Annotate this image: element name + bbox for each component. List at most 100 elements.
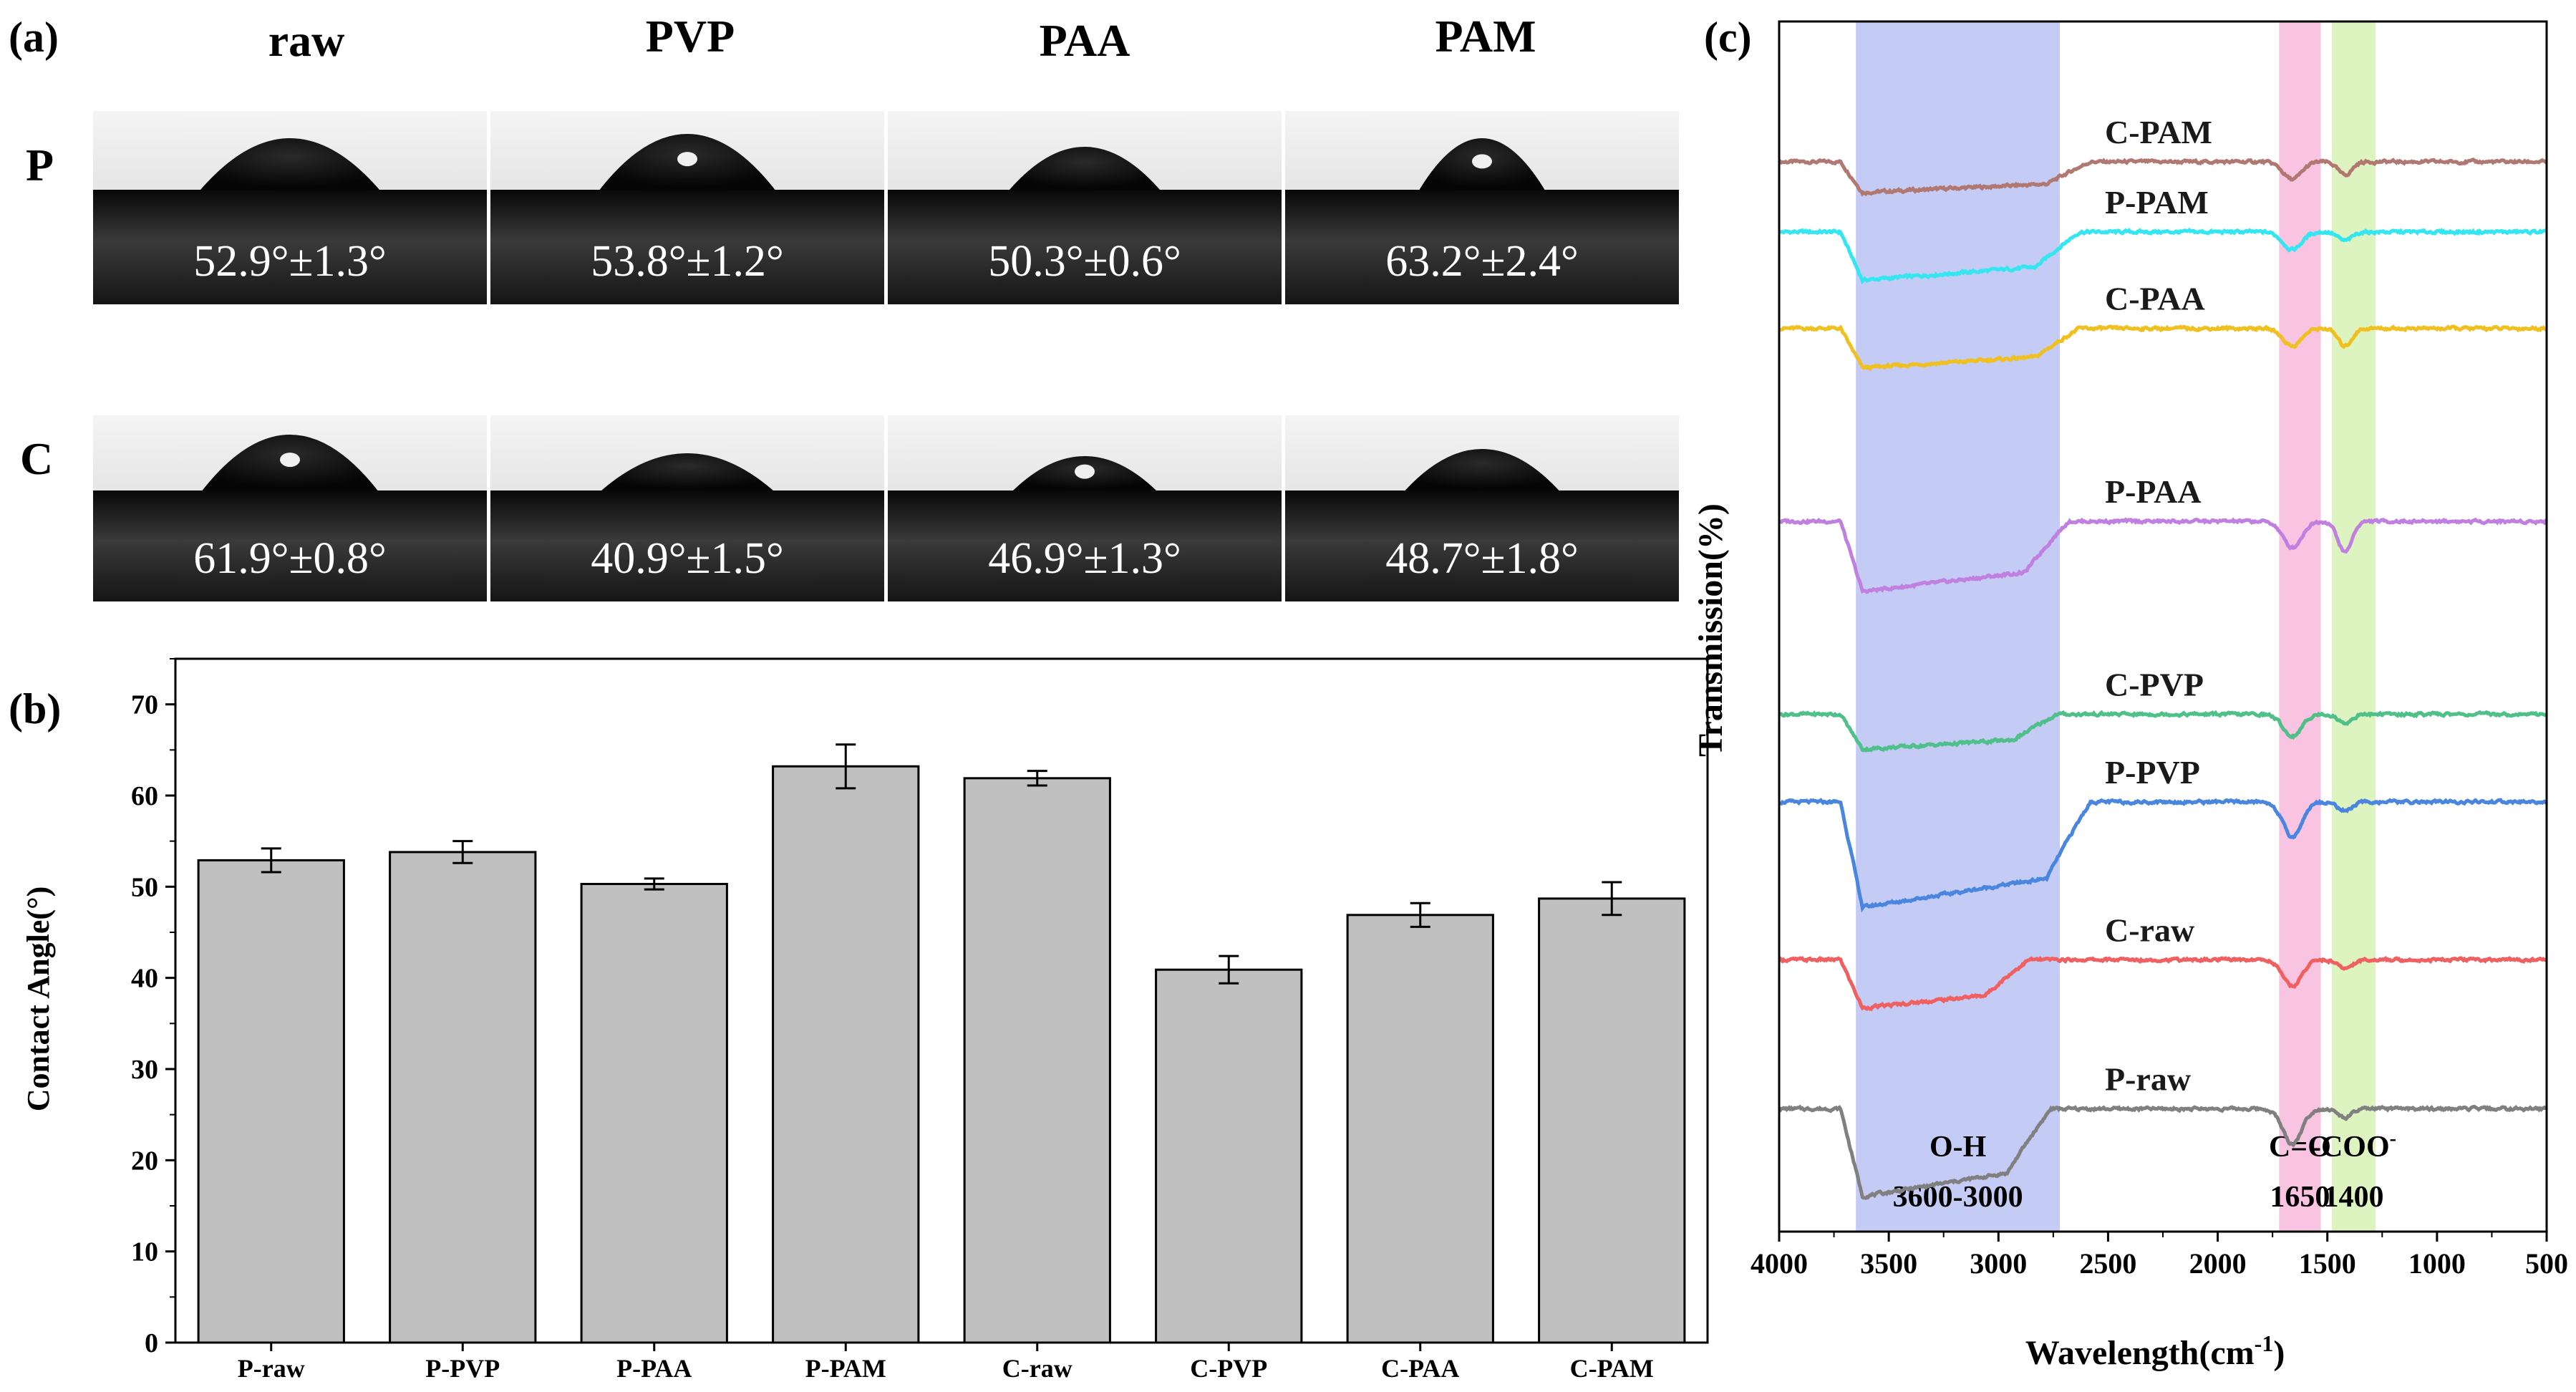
column-header-raw: raw [268, 15, 345, 66]
x-tick-label: P-PVP [425, 1354, 500, 1383]
spectrum-label-c-paa: C-PAA [2105, 281, 2205, 317]
droplet-glint [1472, 154, 1492, 169]
bar-p-pvp [389, 851, 537, 1344]
band-name-sup: - [2390, 1128, 2396, 1150]
contact-angle-value: 61.9°±0.8° [193, 534, 387, 583]
droplet-glint [677, 152, 697, 167]
bar-c-pam [1538, 897, 1686, 1344]
photo-substrate [1285, 490, 1679, 601]
bar-p-paa [580, 883, 728, 1344]
droplet-photo: 61.9°±0.8° [93, 415, 487, 601]
panel-b: (b) Contact Angle(°) 0 10 20 30 40 50 60 70 P-ra… [9, 657, 1709, 1383]
droplet-photo: 46.9°±1.3° [888, 415, 1282, 601]
y-tick-label: 10 [131, 1237, 158, 1267]
contact-angle-value: 50.3°±0.6° [988, 237, 1181, 286]
absorption-band-0 [1856, 21, 2061, 1232]
ftir-chart-frame [1778, 20, 2548, 1233]
column-header-paa: PAA [1040, 15, 1130, 66]
x-tick-label: 1500 [2299, 1247, 2356, 1280]
water-droplet [1405, 449, 1559, 490]
bar-c-pvp [1155, 968, 1303, 1344]
x-tick-label: 500 [2525, 1247, 2568, 1280]
x-tick-label: 3500 [1860, 1247, 1917, 1280]
error-bar-p-pvp [452, 840, 473, 864]
absorption-band-2 [2331, 21, 2376, 1232]
droplet-glint [1075, 464, 1095, 479]
error-bar-c-pam [1602, 881, 1622, 917]
water-droplet [200, 138, 379, 190]
panel-a-label: (a) [9, 14, 59, 61]
y-tick-label: 50 [131, 872, 158, 902]
band-name: O-H [1929, 1131, 1986, 1164]
ftir-x-axis-title: Wavelength(cm-1) [2025, 1330, 2285, 1372]
error-bar-c-raw [1027, 770, 1047, 787]
x-tick-label: C-raw [1002, 1354, 1072, 1383]
band-name-text: O-H [1929, 1131, 1986, 1164]
spectrum-p-raw [1778, 1104, 2547, 1200]
x-tick-label: 1000 [2408, 1247, 2466, 1280]
contact-angle-value: 53.8°±1.2° [591, 237, 784, 286]
spectrum-label-p-pvp: P-PVP [2105, 754, 2200, 791]
error-bar-p-pam [836, 743, 856, 790]
droplet-photo: 53.8°±1.2° [490, 111, 884, 304]
droplet-photo-grid: 52.9°±1.3° 53.8°±1.2° 50.3°±0.6° 63.2°±2.4°… [93, 111, 1679, 601]
bar-chart: 0 10 20 30 40 50 60 70 P-raw P-PVP P-PAA P-PAM C-raw… [131, 658, 1686, 1383]
y-tick-label: 60 [131, 781, 158, 811]
error-bar-c-paa [1410, 902, 1430, 928]
error-bar-p-paa [644, 877, 664, 891]
x-tick-label: C-PAA [1381, 1354, 1459, 1383]
contact-angle-value: 48.7°±1.8° [1385, 534, 1579, 583]
band-range: 3600-3000 [1893, 1181, 2023, 1214]
bar-p-raw [197, 859, 345, 1344]
y-tick-label: 20 [131, 1146, 158, 1176]
band-name-text: -COO [2311, 1131, 2390, 1164]
ftir-x-axis-title-end: ) [2273, 1334, 2285, 1372]
contact-angle-value: 46.9°±1.3° [988, 534, 1181, 583]
ftir-x-axis-title-sup: -1 [2255, 1330, 2274, 1356]
spectrum-label-p-raw: P-raw [2105, 1061, 2191, 1098]
droplet-photo: 52.9°±1.3° [93, 111, 487, 304]
spectrum-label-c-pvp: C-PVP [2105, 666, 2204, 702]
ftir-x-axis-title-main: Wavelength(cm [2025, 1334, 2255, 1372]
photo-substrate [93, 190, 487, 304]
spectrum-label-p-pam: P-PAM [2105, 184, 2209, 221]
spectrum-p-pam [1778, 228, 2547, 285]
spectrum-label-c-raw: C-raw [2105, 912, 2194, 948]
bar-c-raw [963, 777, 1111, 1344]
photo-substrate [490, 490, 884, 601]
x-tick-label: P-raw [238, 1354, 305, 1383]
photo-substrate [490, 190, 884, 304]
y-tick-label: 40 [131, 964, 158, 994]
y-tick-label: 30 [131, 1055, 158, 1085]
droplet-photo: 48.7°±1.8° [1285, 415, 1679, 601]
panel-a: (a) raw PVP PAA PAM P C 52.9°±1.3° 53.8°±… [9, 11, 1679, 601]
x-tick-label: P-PAA [616, 1354, 692, 1383]
photo-substrate [93, 490, 487, 601]
absorption-band-1 [2279, 21, 2321, 1232]
bar-c-paa [1346, 914, 1494, 1344]
photo-substrate [888, 490, 1282, 601]
photo-substrate [888, 190, 1282, 304]
bar-chart-frame [174, 657, 1709, 1344]
row-label-p: P [26, 140, 54, 190]
droplet-photo: 50.3°±0.6° [888, 111, 1282, 304]
droplet-photo: 40.9°±1.5° [490, 415, 884, 601]
spectrum-label-c-pam: C-PAM [2105, 114, 2212, 150]
spectrum-c-pvp [1778, 710, 2548, 753]
contact-angle-value: 52.9°±1.3° [193, 237, 387, 286]
x-tick-label: 2000 [2189, 1247, 2247, 1280]
spectrum-p-paa [1778, 517, 2548, 594]
spectrum-label-p-paa: P-PAA [2105, 473, 2202, 510]
x-tick-label: P-PAM [805, 1354, 886, 1383]
panel-c-label: (c) [1704, 14, 1752, 61]
bar-p-pam [772, 765, 920, 1344]
droplet-glint [280, 453, 300, 468]
spectrum-p-pvp [1778, 798, 2548, 913]
column-header-pam: PAM [1435, 11, 1536, 62]
water-droplet [1009, 147, 1160, 190]
error-bar-c-pvp [1219, 954, 1239, 985]
contact-angle-value: 63.2°±2.4° [1385, 237, 1579, 286]
panel-c: (c) O-H3600-3000C=O1650-COO-1400C-PAMP-P… [1692, 14, 2568, 1372]
spectrum-c-pam [1777, 158, 2548, 197]
